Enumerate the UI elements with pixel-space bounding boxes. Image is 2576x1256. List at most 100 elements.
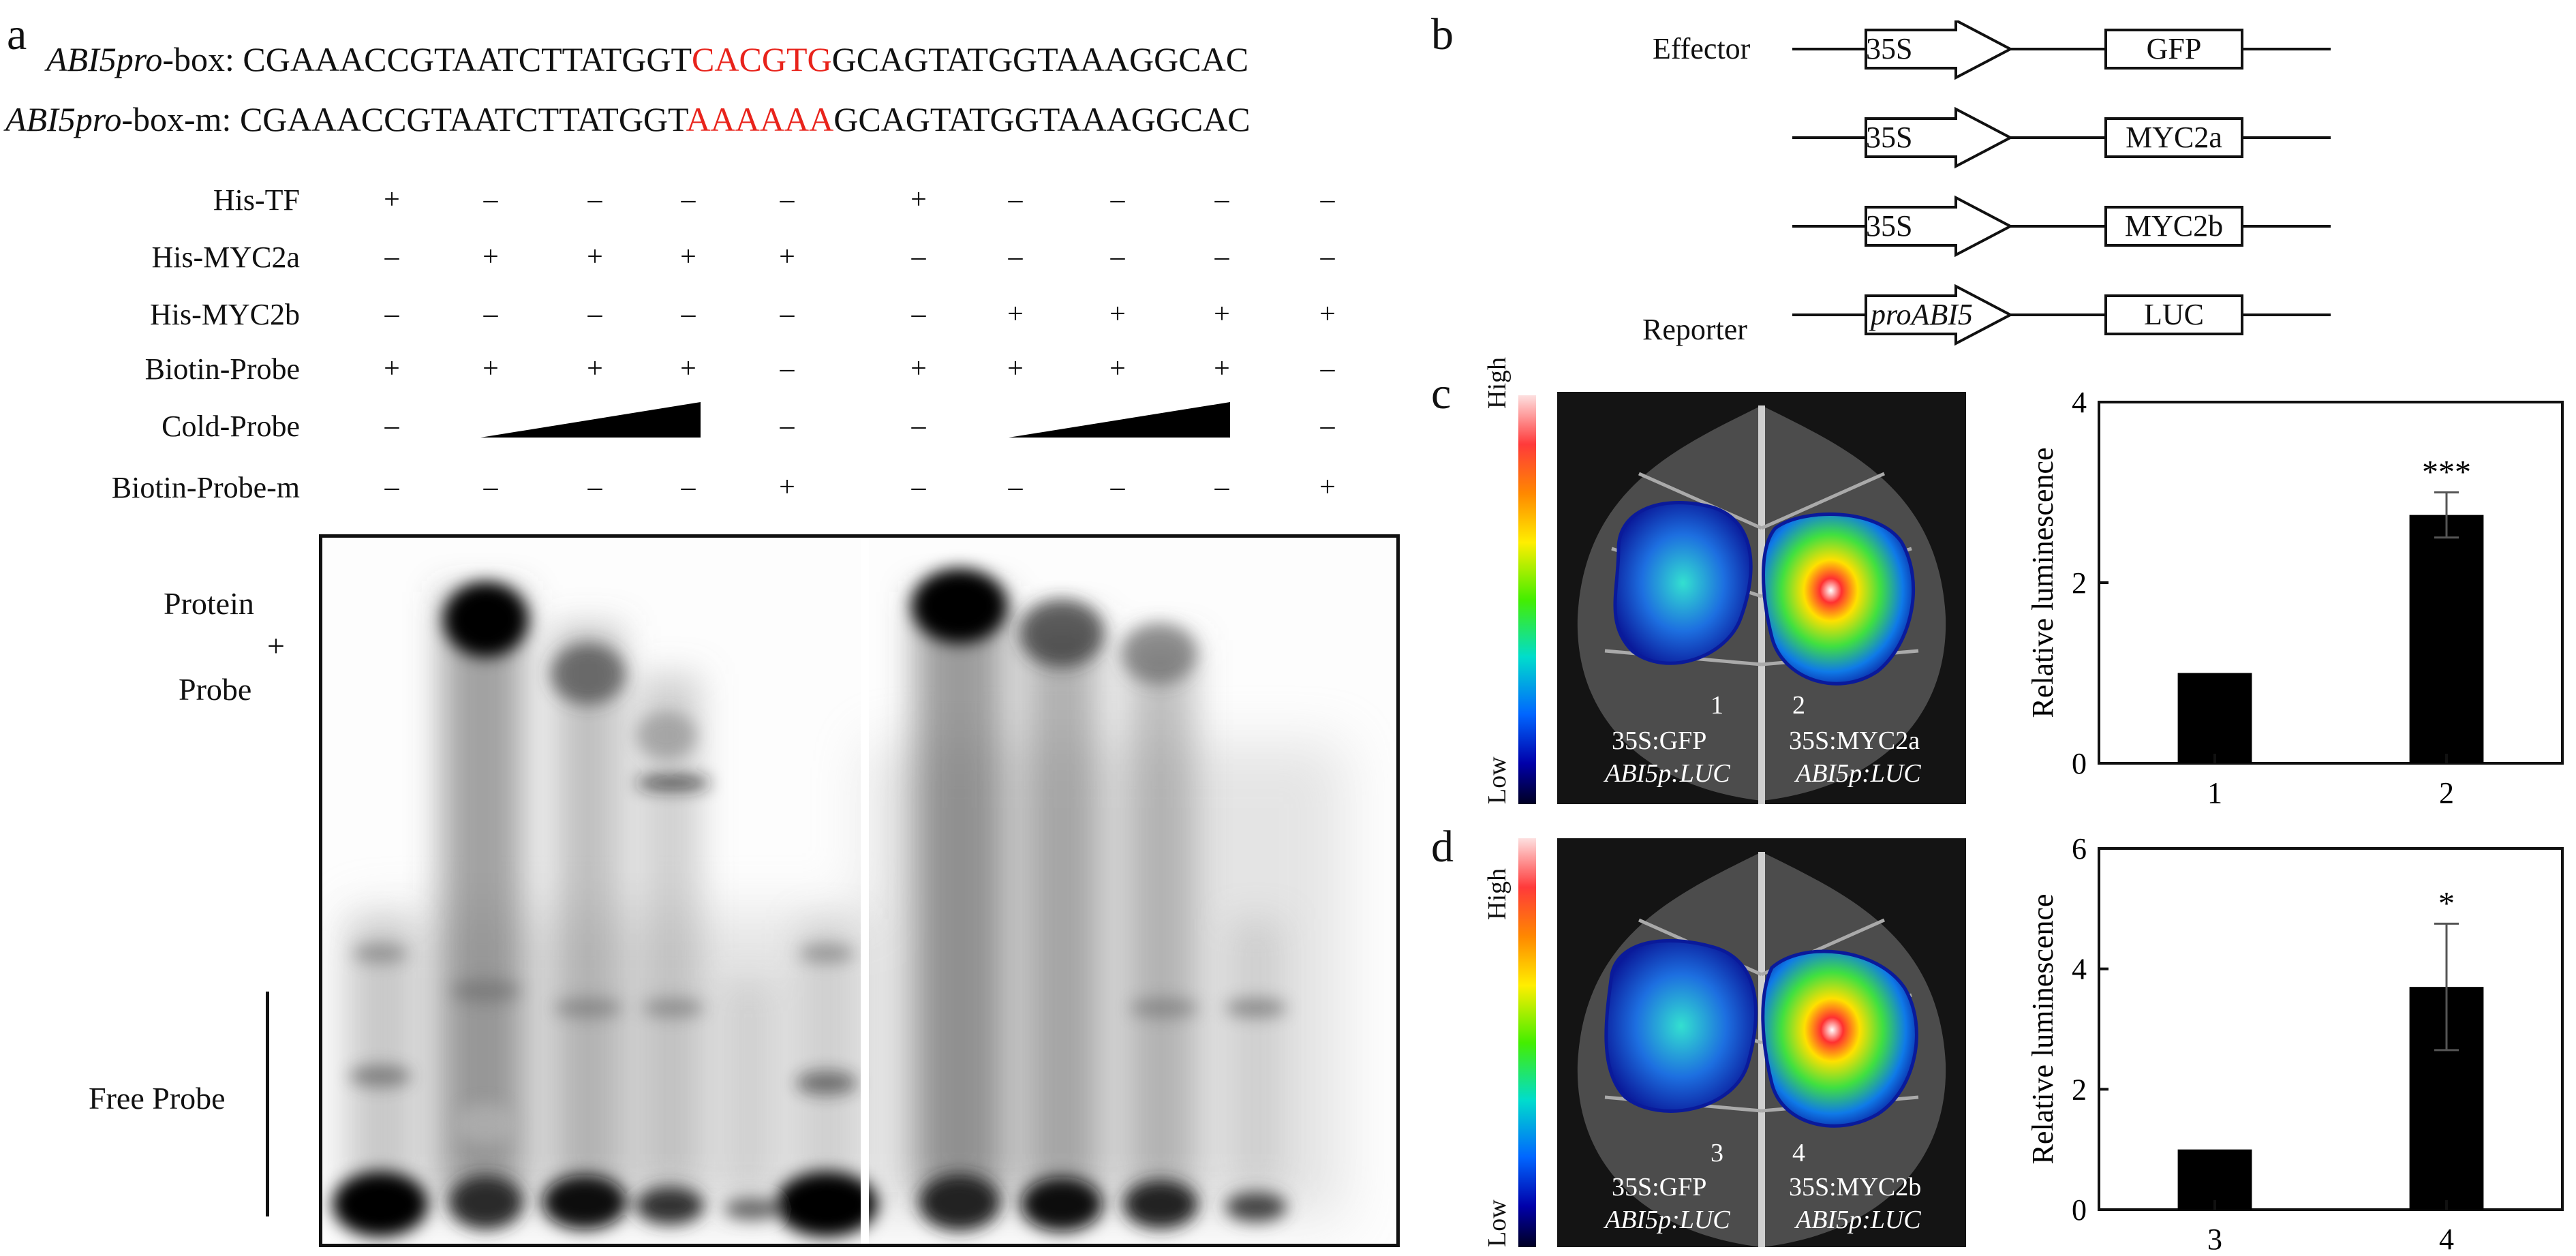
panel-d-letter: d: [1431, 822, 1454, 872]
gene-label-3: MYC2b: [2124, 209, 2224, 243]
lane-mark: +: [1319, 472, 1336, 503]
lane-mark: –: [483, 184, 498, 215]
lane-mark: –: [587, 472, 602, 503]
bar: [2177, 673, 2252, 763]
lane-mark: +: [1109, 298, 1126, 330]
row-label-biotin-probe: Biotin-Probe: [144, 352, 300, 386]
lane-mark: –: [911, 241, 926, 273]
leaf-heatmap-c: [1577, 405, 1946, 804]
y-tick-label: 2: [2072, 1073, 2087, 1106]
lane-mark: –: [1008, 472, 1023, 503]
lane-mark: +: [1214, 353, 1230, 384]
leaf-heatmap-d: [1577, 852, 1946, 1247]
gene-box-myc2a: [2104, 117, 2243, 158]
gene-label-4: LUC: [2144, 298, 2204, 331]
seq1-label-rest: -box:: [162, 40, 234, 78]
leaf-image-c: 1 2 35S:GFP ABI5p:LUC 35S:MYC2a ABI5p:LU…: [1557, 392, 1966, 804]
sequence-wild-type: ABI5pro-box: CGAAACCGTAATCTTATGGTCACGTGG…: [46, 42, 1248, 76]
lane-mark: –: [681, 298, 696, 330]
construct-diagram: [1792, 20, 2331, 346]
caption-right-2-d-text: ABI5p:LUC: [1796, 1206, 1921, 1234]
lane-mark: –: [911, 298, 926, 330]
lane-mark: +: [384, 353, 400, 384]
row-label-his-myc2a: His-MYC2a: [151, 241, 300, 274]
cold-probe-gradients: [480, 402, 1230, 438]
y-tick-label: 6: [2072, 835, 2087, 866]
gene-label-1: GFP: [2146, 32, 2202, 65]
y-axis-label: Relative luminescence: [2026, 893, 2059, 1164]
scale-low-c: Low: [1483, 756, 1512, 804]
caption-right-1: 35S:MYC2a: [1789, 726, 1920, 755]
lane-mark: +: [910, 353, 927, 384]
x-tick-label: 3: [2207, 1223, 2222, 1256]
luminescence-scale-d: [1518, 838, 1536, 1247]
lane-mark: +: [1319, 298, 1336, 330]
lane-mark: –: [780, 184, 795, 215]
gel-label-plus: +: [267, 628, 285, 663]
lane-mark: +: [1109, 353, 1126, 384]
y-tick-label: 0: [2072, 1193, 2087, 1227]
spot-number-1: 1: [1711, 691, 1723, 720]
panel-a-letter: a: [7, 10, 27, 59]
caption-left-1: 35S:GFP: [1612, 726, 1707, 755]
promoter-label-2: 35S: [1866, 121, 1913, 154]
caption-left-2-d-text: ABI5p:LUC: [1605, 1206, 1730, 1234]
lane-mark: –: [1214, 184, 1229, 215]
x-tick-label: 1: [2207, 776, 2222, 810]
lane-mark: +: [680, 353, 696, 384]
lane-mark: –: [1320, 410, 1335, 442]
caption-left-1-d: 35S:GFP: [1612, 1173, 1707, 1201]
lane-mark: +: [910, 184, 927, 215]
gene-box-luc: [2104, 294, 2243, 335]
lane-mark: –: [1320, 353, 1335, 384]
gel-label-probe: Probe: [179, 672, 252, 707]
caption-left-2-d: ABI5p:LUC: [1605, 1205, 1730, 1236]
y-tick-label: 0: [2072, 747, 2087, 780]
lane-mark: +: [1214, 298, 1230, 330]
bar: [2177, 1149, 2252, 1210]
lane-mark: –: [681, 184, 696, 215]
caption-right-1-d: 35S:MYC2b: [1789, 1173, 1922, 1201]
lane-mark: –: [384, 410, 399, 442]
y-axis-label: Relative luminescence: [2026, 447, 2059, 718]
caption-left-2-text: ABI5p:LUC: [1605, 759, 1730, 788]
gene-label-2: MYC2a: [2126, 121, 2222, 154]
seq2-label-rest: -box-m:: [121, 100, 232, 138]
lane-mark: +: [779, 241, 795, 273]
lane-mark: –: [1214, 241, 1229, 273]
lane-mark: –: [384, 472, 399, 503]
lane-mark: +: [587, 353, 603, 384]
caption-right-2-text: ABI5p:LUC: [1796, 759, 1921, 788]
x-tick-label: 4: [2439, 1223, 2454, 1256]
promoter-arrow-35s: [1866, 20, 2014, 29]
scale-low-d: Low: [1483, 1199, 1512, 1247]
free-probe-bracket: [266, 992, 269, 1216]
lane-mark: –: [587, 184, 602, 215]
seq2-label-italic: ABI5pro: [5, 100, 122, 138]
lane-mark: –: [1008, 184, 1023, 215]
reporter-label: Reporter: [1642, 313, 1747, 346]
seq1-before: CGAAACCGTAATCTTATGGT: [243, 40, 692, 78]
lane-mark: –: [1110, 241, 1125, 273]
leaf-image-d: 3 4 35S:GFP ABI5p:LUC 35S:MYC2b ABI5p:LU…: [1557, 838, 1966, 1247]
promoter-label-4: proABI5: [1871, 298, 1973, 331]
luminescence-scale-c: [1518, 395, 1536, 804]
promoter-label-1: 35S: [1866, 32, 1913, 65]
lane-mark: –: [1320, 184, 1335, 215]
gene-box-gfp: [2104, 29, 2243, 70]
caption-right-2: ABI5p:LUC: [1796, 759, 1921, 790]
lane-mark: –: [1110, 472, 1125, 503]
lane-mark: –: [1320, 241, 1335, 273]
gel-label-free-probe: Free Probe: [89, 1081, 226, 1116]
gene-box-myc2b: [2104, 206, 2243, 247]
seq2-after: GCAGTATGGTAAAGGCAC: [833, 100, 1251, 138]
lane-mark: –: [911, 472, 926, 503]
caption-right-2-d: ABI5p:LUC: [1796, 1205, 1921, 1236]
seq1-motif: CACGTG: [692, 40, 832, 78]
seq1-label-italic: ABI5pro: [46, 40, 163, 78]
chart-frame: [2098, 401, 2564, 765]
sequence-mutant: ABI5pro-box-m: CGAAACCGTAATCTTATGGTAAAAA…: [5, 102, 1251, 136]
lane-mark: –: [681, 472, 696, 503]
bar-chart-d: 0 2 4 6 3 4 * Relative luminescence: [2026, 835, 2564, 1256]
significance-mark: ***: [2422, 455, 2471, 491]
